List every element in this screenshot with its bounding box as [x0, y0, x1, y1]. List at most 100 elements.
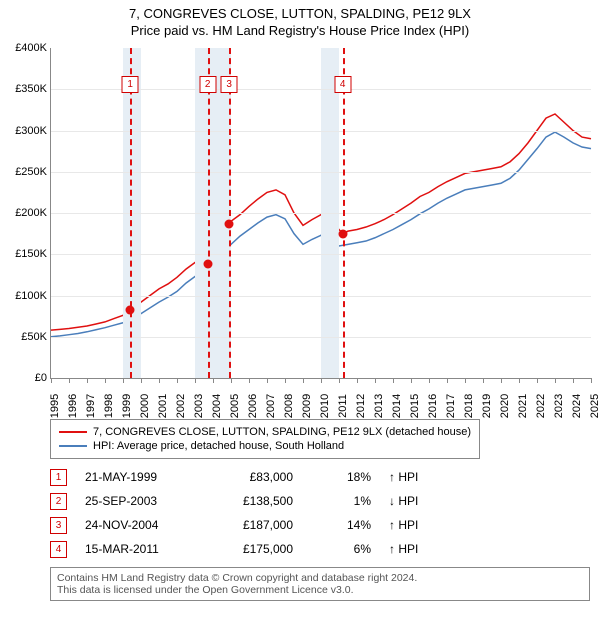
x-tick-mark	[465, 378, 466, 383]
transaction-price: £187,000	[213, 518, 293, 532]
x-tick-mark	[177, 378, 178, 383]
x-tick-mark	[375, 378, 376, 383]
y-tick-label: £350K	[15, 83, 51, 95]
x-tick-label: 2010	[315, 394, 331, 418]
x-tick-label: 2003	[189, 394, 205, 418]
y-tick-label: £250K	[15, 166, 51, 178]
x-tick-mark	[393, 378, 394, 383]
transaction-marker-label: 3	[221, 76, 238, 93]
x-tick-mark	[51, 378, 52, 383]
x-tick-label: 2013	[369, 394, 385, 418]
legend-swatch	[59, 445, 87, 447]
transaction-pct: 14%	[311, 518, 371, 532]
x-tick-mark	[267, 378, 268, 383]
x-tick-mark	[141, 378, 142, 383]
x-tick-label: 2016	[423, 394, 439, 418]
transaction-direction: ↑ HPI	[389, 470, 439, 484]
x-tick-label: 2017	[441, 394, 457, 418]
x-tick-mark	[447, 378, 448, 383]
x-tick-label: 1998	[99, 394, 115, 418]
x-tick-label: 2011	[333, 394, 349, 418]
x-tick-mark	[249, 378, 250, 383]
transaction-row: 415-MAR-2011£175,0006%↑ HPI	[50, 537, 590, 561]
x-tick-label: 2022	[531, 394, 547, 418]
x-tick-label: 2008	[279, 394, 295, 418]
license-line-2: This data is licensed under the Open Gov…	[57, 584, 583, 596]
transaction-number-box: 3	[50, 517, 67, 534]
transaction-price: £138,500	[213, 494, 293, 508]
transaction-dash-line	[130, 48, 132, 378]
y-tick-label: £300K	[15, 125, 51, 137]
x-tick-label: 1995	[45, 394, 61, 418]
transaction-pct: 18%	[311, 470, 371, 484]
transaction-row: 324-NOV-2004£187,00014%↑ HPI	[50, 513, 590, 537]
x-tick-label: 1996	[63, 394, 79, 418]
legend-label: HPI: Average price, detached house, Sout…	[93, 440, 344, 452]
x-tick-label: 2004	[207, 394, 223, 418]
x-tick-mark	[69, 378, 70, 383]
transaction-row: 121-MAY-1999£83,00018%↑ HPI	[50, 465, 590, 489]
y-tick-label: £100K	[15, 290, 51, 302]
y-tick-label: £50K	[21, 331, 51, 343]
transaction-pct: 6%	[311, 542, 371, 556]
transaction-date: 15-MAR-2011	[85, 542, 195, 556]
x-tick-mark	[501, 378, 502, 383]
transaction-direction: ↑ HPI	[389, 518, 439, 532]
x-tick-label: 1999	[117, 394, 133, 418]
x-tick-mark	[537, 378, 538, 383]
y-tick-label: £0	[35, 372, 51, 384]
transaction-marker-label: 4	[334, 76, 351, 93]
transactions-table: 121-MAY-1999£83,00018%↑ HPI225-SEP-2003£…	[50, 465, 590, 561]
license-box: Contains HM Land Registry data © Crown c…	[50, 567, 590, 601]
x-tick-mark	[303, 378, 304, 383]
legend-row: HPI: Average price, detached house, Sout…	[59, 440, 471, 452]
transaction-number-box: 1	[50, 469, 67, 486]
x-tick-mark	[591, 378, 592, 383]
transaction-price: £175,000	[213, 542, 293, 556]
x-tick-label: 2007	[261, 394, 277, 418]
x-tick-mark	[213, 378, 214, 383]
x-tick-label: 2012	[351, 394, 367, 418]
x-tick-label: 2006	[243, 394, 259, 418]
transaction-direction: ↓ HPI	[389, 494, 439, 508]
chart-container: 7, CONGREVES CLOSE, LUTTON, SPALDING, PE…	[0, 0, 600, 601]
transaction-direction: ↑ HPI	[389, 542, 439, 556]
x-tick-label: 2025	[585, 394, 600, 418]
x-tick-mark	[87, 378, 88, 383]
x-tick-label: 2018	[459, 394, 475, 418]
transaction-row: 225-SEP-2003£138,5001%↓ HPI	[50, 489, 590, 513]
x-tick-mark	[339, 378, 340, 383]
transaction-marker-dot	[338, 229, 347, 238]
legend-label: 7, CONGREVES CLOSE, LUTTON, SPALDING, PE…	[93, 426, 471, 438]
x-tick-label: 2021	[513, 394, 529, 418]
legend-box: 7, CONGREVES CLOSE, LUTTON, SPALDING, PE…	[50, 419, 480, 459]
transaction-marker-dot	[126, 305, 135, 314]
legend-row: 7, CONGREVES CLOSE, LUTTON, SPALDING, PE…	[59, 426, 471, 438]
x-tick-label: 2015	[405, 394, 421, 418]
x-tick-label: 2023	[549, 394, 565, 418]
x-tick-mark	[123, 378, 124, 383]
x-tick-mark	[519, 378, 520, 383]
transaction-marker-label: 2	[199, 76, 216, 93]
chart-title: 7, CONGREVES CLOSE, LUTTON, SPALDING, PE…	[0, 6, 600, 21]
y-tick-label: £150K	[15, 248, 51, 260]
x-tick-mark	[285, 378, 286, 383]
y-tick-label: £400K	[15, 42, 51, 54]
chart-titles: 7, CONGREVES CLOSE, LUTTON, SPALDING, PE…	[0, 0, 600, 38]
x-tick-mark	[555, 378, 556, 383]
x-tick-label: 1997	[81, 394, 97, 418]
x-tick-label: 2019	[477, 394, 493, 418]
x-tick-label: 2000	[135, 394, 151, 418]
y-tick-label: £200K	[15, 207, 51, 219]
transaction-price: £83,000	[213, 470, 293, 484]
x-tick-label: 2024	[567, 394, 583, 418]
transaction-dash-line	[208, 48, 210, 378]
legend-swatch	[59, 431, 87, 433]
transaction-pct: 1%	[311, 494, 371, 508]
transaction-marker-dot	[225, 219, 234, 228]
x-tick-mark	[357, 378, 358, 383]
x-tick-mark	[573, 378, 574, 383]
x-tick-mark	[231, 378, 232, 383]
x-tick-label: 2009	[297, 394, 313, 418]
transaction-dash-line	[343, 48, 345, 378]
